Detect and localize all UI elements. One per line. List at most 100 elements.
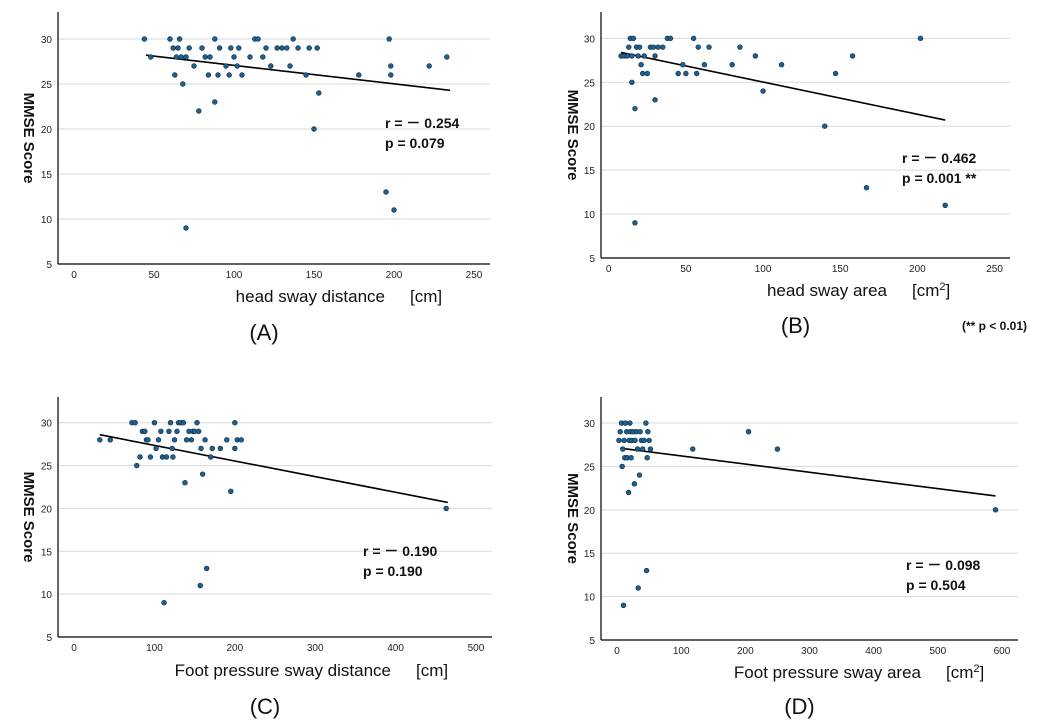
y-tick-label: 25 (41, 80, 53, 91)
x-tick-label: 400 (387, 643, 404, 654)
data-point (632, 105, 638, 112)
x-tick-label: 50 (680, 264, 692, 275)
data-point (260, 54, 266, 60)
data-point (166, 428, 172, 434)
data-point (284, 45, 290, 51)
y-tick-label: 20 (584, 506, 596, 517)
data-point (622, 420, 629, 426)
data-point (199, 45, 205, 51)
x-tick-label: 600 (994, 646, 1011, 657)
data-point (232, 420, 238, 426)
data-point (693, 70, 700, 77)
data-point (444, 54, 450, 60)
data-point (356, 72, 362, 78)
data-point (383, 189, 389, 195)
unit-close-bracket: ] (980, 663, 985, 682)
data-point (175, 45, 181, 51)
y-tick-label: 30 (41, 419, 53, 430)
data-point (215, 72, 221, 78)
x-tick-label: 200 (226, 643, 243, 654)
x-tick-label: 0 (71, 270, 77, 281)
data-point (626, 44, 632, 50)
data-point (216, 45, 223, 51)
data-point (182, 480, 188, 486)
data-point (147, 454, 154, 460)
data-point (224, 437, 230, 443)
y-tick-label: 30 (584, 34, 596, 45)
unit-superscript: 2 (973, 663, 979, 675)
data-point (161, 600, 167, 606)
y-tick-label: 25 (584, 462, 596, 473)
scatter-panel-b: 5 10 15 20 25 30 0 50 100 150 200 250 MMSE Score head… (564, 12, 1010, 338)
data-point (641, 437, 647, 444)
data-point (274, 45, 280, 51)
data-point (151, 420, 158, 426)
data-point (636, 44, 643, 50)
data-point (212, 99, 218, 105)
data-point (255, 36, 261, 42)
data-point (142, 428, 148, 434)
data-point (729, 62, 735, 68)
data-point (223, 63, 229, 69)
correlation-r: r = － 0.190 (363, 543, 438, 559)
data-point (306, 45, 312, 51)
data-point (617, 429, 623, 435)
data-point (636, 472, 643, 478)
data-point (443, 505, 449, 512)
data-point (311, 126, 317, 132)
data-point (644, 70, 651, 77)
data-point (134, 462, 140, 469)
y-tick-label: 15 (584, 549, 596, 560)
data-point (234, 63, 240, 69)
data-point (942, 202, 948, 208)
data-point (268, 63, 274, 69)
correlation-r: r = － 0.254 (385, 115, 460, 131)
data-point (917, 35, 924, 42)
data-point (173, 54, 180, 60)
x-axis-label: head sway distance (236, 287, 385, 306)
data-point (226, 72, 232, 78)
data-point (180, 420, 187, 426)
y-tick-label: 10 (41, 590, 53, 601)
panel-label: (B) (781, 313, 810, 338)
data-point (167, 420, 174, 426)
data-point (629, 53, 635, 59)
data-point (236, 45, 242, 51)
x-tick-label: 100 (673, 646, 690, 657)
scatter-panel-a: 5 10 15 20 25 30 0 50 100 150 200 250 MMSE Score head… (20, 12, 490, 345)
x-tick-label: 200 (386, 270, 403, 281)
data-point (176, 36, 183, 42)
data-point (388, 63, 394, 69)
y-tick-label: 20 (41, 504, 53, 515)
x-tick-label: 200 (737, 646, 754, 657)
data-point (158, 428, 164, 434)
p-value: p = 0.001 ** (902, 170, 977, 186)
x-axis-unit: [cm2] (946, 663, 984, 682)
data-point (638, 62, 644, 68)
data-point (174, 428, 180, 434)
data-point (202, 437, 208, 443)
panel-label: (D) (784, 694, 815, 719)
panel-label: (C) (250, 694, 281, 719)
y-tick-label: 10 (41, 215, 53, 226)
data-point (207, 54, 213, 60)
y-tick-label: 25 (584, 78, 596, 89)
data-point (643, 567, 650, 574)
data-point (203, 565, 210, 572)
data-point (778, 62, 785, 68)
p-value: p = 0.079 (385, 135, 445, 151)
data-point (388, 72, 394, 78)
y-tick-label: 5 (46, 260, 52, 271)
x-axis-unit: [cm] (410, 287, 442, 306)
data-point (205, 72, 212, 78)
x-tick-label: 100 (226, 270, 243, 281)
data-point (183, 437, 190, 443)
data-point (630, 35, 637, 42)
data-point (97, 437, 103, 443)
data-point (290, 36, 296, 42)
y-axis-label: MMSE Score (564, 473, 581, 564)
data-point (386, 36, 392, 42)
fit-line (620, 51, 946, 121)
significance-footnote: (** p < 0.01) (962, 319, 1027, 333)
data-point (652, 97, 658, 103)
